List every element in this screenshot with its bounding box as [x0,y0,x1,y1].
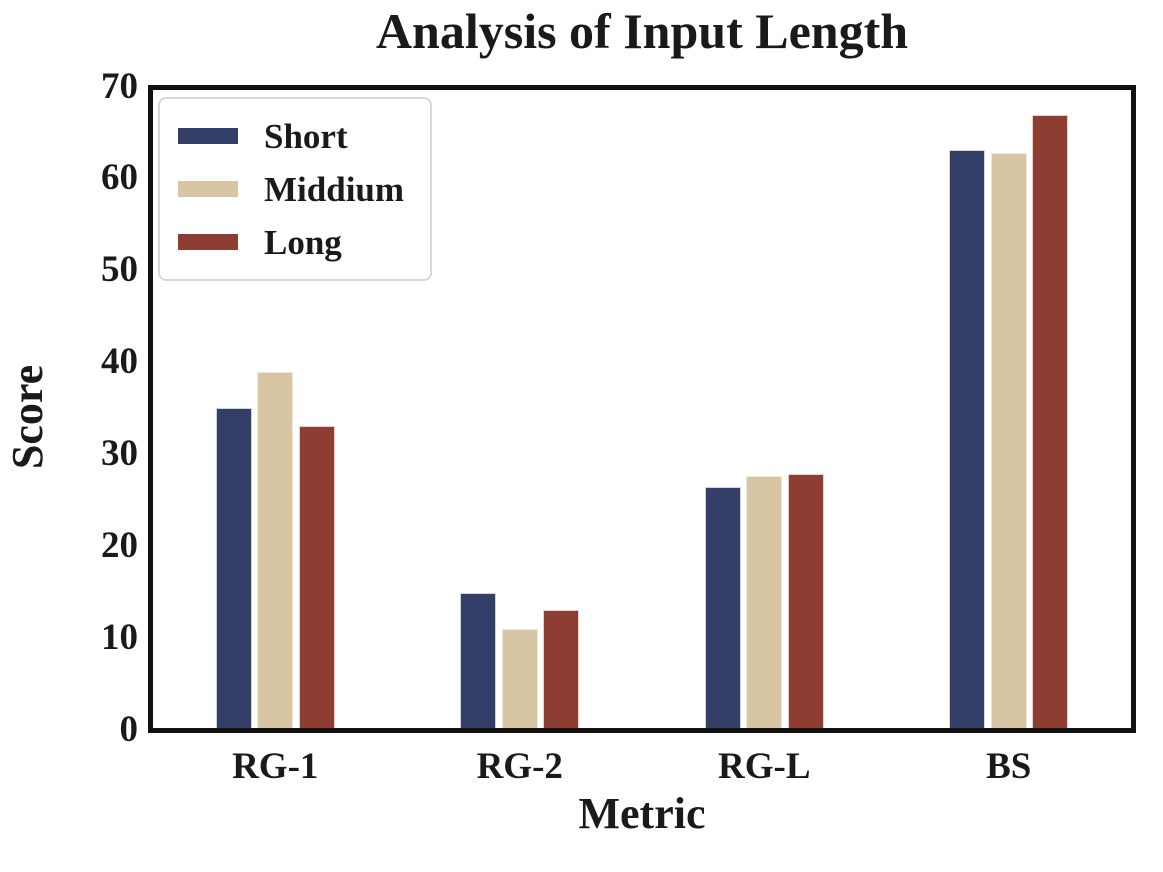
legend-swatch-long [178,234,238,250]
y-tick-label-50: 50 [101,249,138,291]
y-tick-label-70: 70 [101,65,138,107]
y-tick-label-0: 0 [119,708,139,750]
bar-rg-l-middium [746,476,783,728]
legend-item-short: Short [178,113,404,159]
bar-rg-l-long [787,474,824,728]
bar-rg-2-short [460,593,497,728]
y-tick-label-60: 60 [101,157,138,199]
x-tick-label-rg-l: RG-L [718,746,811,787]
plot-area: Short Middium Long [148,85,1136,733]
legend-item-middium: Middium [178,166,404,212]
legend-label-short: Short [264,116,348,156]
bar-bs-long [1032,115,1069,728]
bar-bs-middium [990,153,1027,728]
legend-label-long: Long [264,222,342,262]
y-tick-label-20: 20 [101,524,138,566]
chart-title: Analysis of Input Length [375,3,909,59]
x-tick-label-rg-2: RG-2 [476,746,563,787]
bar-rg-l-short [704,487,741,728]
bar-rg-2-middium [501,629,538,728]
legend: Short Middium Long [158,97,433,281]
x-axis-label: Metric [578,789,706,838]
y-axis-label: Score [3,364,52,470]
legend-swatch-short [178,128,238,144]
legend-label-middium: Middium [264,169,405,209]
legend-swatch-middium [178,181,238,197]
bar-rg-2-long [543,610,580,728]
legend-item-long: Long [178,219,404,265]
y-tick-label-10: 10 [101,616,138,658]
x-tick-label-bs: BS [986,746,1032,787]
bar-bs-short [949,150,986,728]
bar-rg-1-middium [257,372,294,728]
bar-rg-1-short [215,408,252,728]
bar-rg-1-long [298,426,335,728]
x-tick-label-rg-1: RG-1 [232,746,319,787]
